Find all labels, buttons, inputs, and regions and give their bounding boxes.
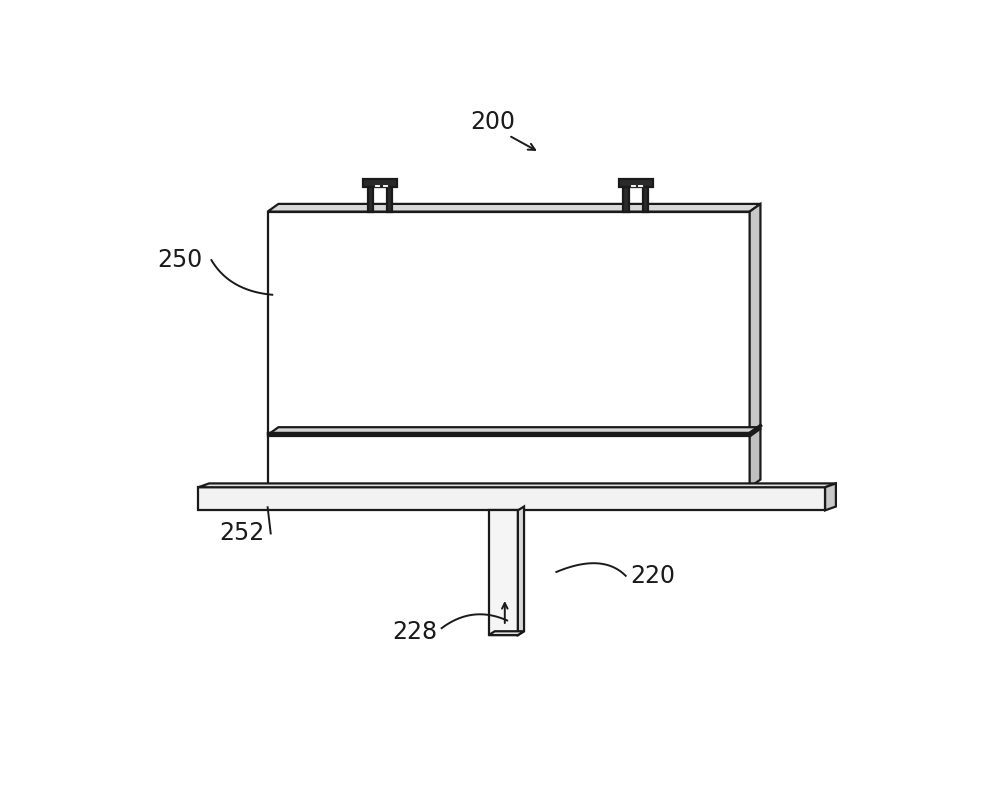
Polygon shape: [198, 483, 836, 487]
Polygon shape: [374, 184, 380, 187]
Polygon shape: [368, 187, 373, 212]
Text: 228: 228: [392, 620, 437, 644]
Polygon shape: [750, 204, 760, 433]
Text: 250: 250: [157, 248, 202, 272]
Polygon shape: [623, 187, 629, 212]
Polygon shape: [363, 179, 397, 187]
Polygon shape: [268, 427, 760, 435]
Polygon shape: [619, 179, 653, 187]
Polygon shape: [382, 184, 388, 187]
Polygon shape: [387, 187, 392, 212]
Polygon shape: [268, 435, 750, 487]
Polygon shape: [198, 487, 825, 511]
Polygon shape: [637, 184, 643, 187]
Text: 200: 200: [471, 110, 516, 133]
Text: 252: 252: [219, 522, 264, 545]
Text: 220: 220: [630, 563, 675, 588]
Polygon shape: [268, 212, 750, 433]
Polygon shape: [750, 427, 760, 487]
Polygon shape: [489, 511, 518, 635]
Polygon shape: [643, 187, 648, 212]
Polygon shape: [268, 204, 760, 212]
Polygon shape: [630, 184, 636, 187]
Polygon shape: [518, 507, 524, 635]
Polygon shape: [825, 483, 836, 511]
Polygon shape: [489, 631, 524, 635]
